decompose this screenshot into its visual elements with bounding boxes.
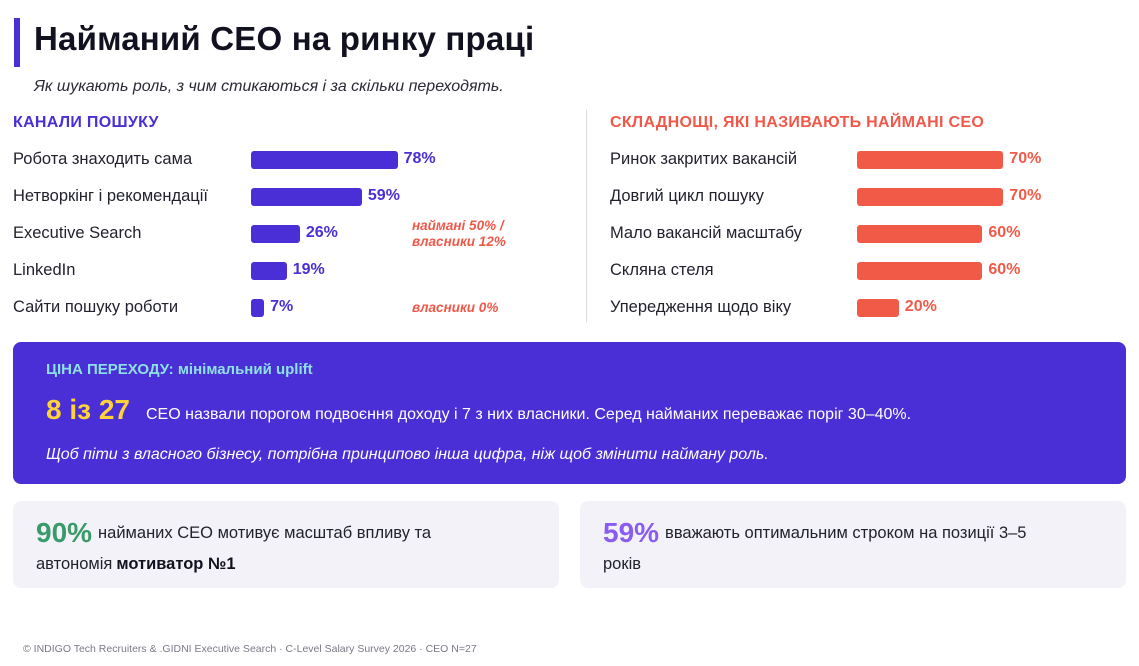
bar-value-label: 20% [904,298,937,315]
search-channels-title: КАНАЛИ ПОШУКУ [13,114,159,131]
footer-source: © INDIGO Tech Recruiters & .GIDNI Execut… [23,643,477,655]
bar-value-label: 70% [1009,187,1042,204]
transition-price-title: ЦІНА ПЕРЕХОДУ: мінімальний uplift [46,361,313,378]
bar-label: Робота знаходить сама [13,150,193,168]
tenure-stat-value: 59% [603,517,660,548]
motivation-stat-text: найманих CEO мотивує масштаб впливу та [98,523,432,542]
motivation-stat-strong: мотиватор №1 [116,555,236,573]
bar-annotation-line: власники 0% [412,300,499,315]
bar [857,188,1004,206]
bar [857,299,899,317]
bar-label: Executive Search [13,224,142,242]
bar-value-label: 19% [292,261,325,278]
bar-label: Упередження щодо віку [610,298,792,316]
bar-annotation: наймані 50% / власники 12% [412,218,506,250]
transition-price-highlight: 8 із 27 [46,394,130,425]
bar [251,151,398,169]
transition-price-note: Щоб піти з власного бізнесу, потрібна пр… [46,446,769,463]
bar-value-label: 60% [988,261,1021,278]
bar-value-label: 70% [1009,150,1042,167]
bar-annotation-line: власники 12% [412,234,506,249]
bar-label: Скляна стеля [610,261,714,279]
bar-value-label: 60% [988,224,1021,241]
bar-value-label: 26% [305,224,338,241]
page-subtitle: Як шукають роль, з чим стикаються і за с… [34,78,504,95]
difficulties-title: СКЛАДНОЩІ, ЯКІ НАЗИВАЮТЬ НАЙМАНІ CEO [610,114,985,131]
bar [251,188,362,206]
bar-value-label: 59% [367,187,400,204]
bar [251,299,265,317]
motivation-stat-value: 90% [36,517,93,548]
bar-annotation-line: наймані 50% / [412,218,504,233]
bar-annotation: власники 0% [412,300,498,316]
section-divider [586,110,587,322]
motivation-stat-card: 90% найманих CEO мотивує масштаб впливу т… [13,501,559,588]
bar [251,225,300,243]
bar-value-label: 78% [403,150,436,167]
page-title: Найманий CEO на ринку праці [34,20,535,57]
bar [857,225,983,243]
transition-price-panel: ЦІНА ПЕРЕХОДУ: мінімальний uplift 8 із 2… [13,342,1126,484]
title-accent-bar [14,18,20,67]
tenure-stat-card: 59% вважають оптимальним строком на позиц… [580,501,1126,588]
bar-label: Довгий цикл пошуку [610,187,764,205]
bar [857,262,983,280]
bar-label: Ринок закритих вакансій [610,150,798,168]
tenure-stat-text: вважають оптимальним строком на позиції … [665,523,1027,542]
bar [857,151,1004,169]
bar-value-label: 7% [270,298,294,315]
bar [251,262,287,280]
transition-price-text: CEO назвали порогом подвоєння доходу і 7… [146,406,912,423]
bar-label: Нетворкінг і рекомендації [13,187,208,205]
tenure-stat-text-2: років [603,555,642,573]
motivation-stat-text-2: автономія [36,555,113,573]
bar-label: Сайти пошуку роботи [13,298,179,316]
bar-label: LinkedIn [13,261,76,279]
bar-label: Мало вакансій масштабу [610,224,802,242]
